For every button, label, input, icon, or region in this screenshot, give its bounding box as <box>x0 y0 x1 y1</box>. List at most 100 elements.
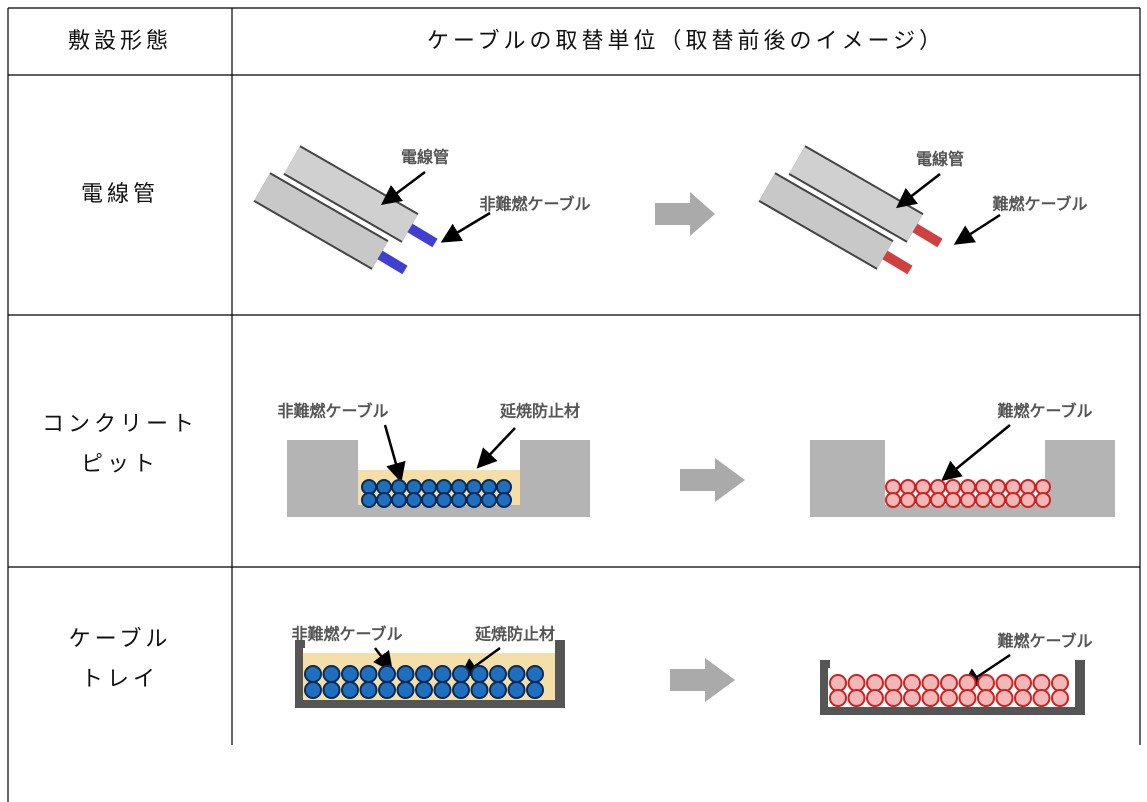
cable <box>847 689 866 707</box>
pointer <box>381 171 426 205</box>
cable <box>396 665 415 683</box>
pointer <box>941 424 1011 482</box>
cable <box>1005 492 1021 508</box>
pointer <box>896 173 941 209</box>
transition-arrow <box>680 458 745 502</box>
cable <box>451 479 467 495</box>
cable <box>421 492 437 508</box>
cable <box>990 479 1006 495</box>
cable <box>903 674 921 692</box>
cable <box>915 479 931 495</box>
cable <box>436 479 452 495</box>
cable <box>940 689 958 707</box>
cable <box>930 492 946 508</box>
cable <box>406 492 422 508</box>
cable <box>975 492 991 508</box>
cable <box>884 689 903 707</box>
callout: 延焼防止材 <box>474 625 555 644</box>
cable <box>977 674 995 692</box>
cable <box>1032 689 1051 707</box>
cable <box>1014 689 1032 707</box>
callout: 難燃ケーブル <box>997 632 1092 651</box>
callout: 延焼防止材 <box>499 402 580 421</box>
callout: 非難燃ケーブル <box>479 195 590 214</box>
cable <box>507 665 526 683</box>
cable <box>1032 674 1051 692</box>
cable <box>1005 479 1021 495</box>
cable <box>304 681 322 699</box>
cable <box>829 689 847 707</box>
cable <box>960 479 976 495</box>
cable <box>885 492 901 508</box>
cable <box>378 681 396 699</box>
callout: 非難燃ケーブル <box>291 625 402 644</box>
cable <box>866 689 884 707</box>
row-label: コンクリート <box>42 412 198 437</box>
header-installation: 敷設形態 <box>68 29 172 54</box>
pointer <box>373 647 393 672</box>
cable <box>489 665 507 683</box>
pointer <box>953 213 1001 245</box>
cable <box>470 681 489 699</box>
cable <box>433 665 452 683</box>
cable <box>470 665 489 683</box>
cable <box>940 674 958 692</box>
cable <box>359 665 378 683</box>
table-grid <box>7 7 1141 802</box>
cable <box>526 665 544 683</box>
cable <box>433 681 452 699</box>
cable <box>903 689 921 707</box>
callout: 電線管 <box>916 150 964 169</box>
conduit-after <box>758 145 943 275</box>
cable <box>406 479 422 495</box>
cable <box>341 665 359 683</box>
cable <box>829 674 847 692</box>
cable <box>451 492 467 508</box>
transition-arrow <box>670 658 735 702</box>
tray-before <box>295 640 565 708</box>
row-label: ピット <box>81 452 159 477</box>
callout: 電線管 <box>401 148 449 167</box>
cable <box>990 492 1006 508</box>
cable <box>496 479 512 495</box>
cable <box>322 665 341 683</box>
cable <box>921 689 940 707</box>
transition-arrow <box>655 192 715 236</box>
cable <box>866 674 884 692</box>
cable <box>975 479 991 495</box>
cable <box>977 689 995 707</box>
cable <box>436 492 452 508</box>
cable <box>1020 479 1036 495</box>
cable <box>930 479 946 495</box>
cable <box>1035 492 1051 508</box>
cable <box>1020 492 1036 508</box>
tray-after <box>820 660 1085 715</box>
cable <box>341 681 359 699</box>
cable <box>1014 674 1032 692</box>
cable <box>415 681 433 699</box>
cable <box>900 479 916 495</box>
cable <box>1051 689 1069 707</box>
cable <box>391 479 407 495</box>
cable <box>1051 674 1069 692</box>
pit-after <box>810 440 1115 517</box>
cable <box>915 492 931 508</box>
cable <box>960 492 976 508</box>
pointer <box>383 424 406 483</box>
cable <box>958 674 977 692</box>
cable <box>304 665 322 683</box>
cable <box>466 492 482 508</box>
row-label: トレイ <box>81 667 159 692</box>
cable <box>945 479 961 495</box>
cable <box>391 492 407 508</box>
cable <box>489 681 507 699</box>
cable <box>376 492 392 508</box>
cable <box>322 681 341 699</box>
cable <box>995 689 1014 707</box>
cable <box>452 681 470 699</box>
cable <box>359 681 378 699</box>
cable-bundles <box>304 479 1069 707</box>
cable <box>361 479 377 495</box>
cable <box>945 492 961 508</box>
